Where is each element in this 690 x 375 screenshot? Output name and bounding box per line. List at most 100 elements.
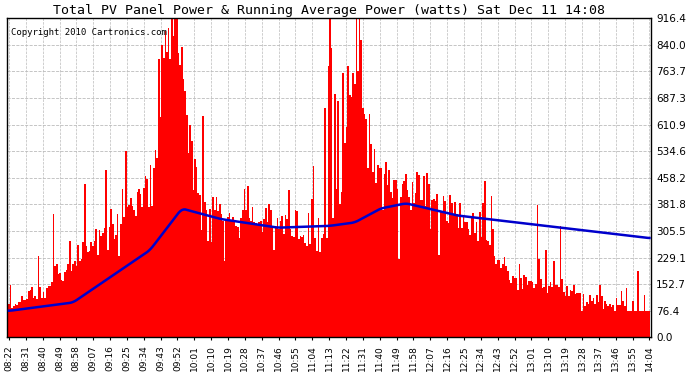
Bar <box>644 294 645 338</box>
Bar <box>148 207 150 338</box>
Bar <box>172 36 175 338</box>
Bar <box>266 222 268 338</box>
Bar <box>141 207 143 338</box>
Bar <box>286 219 288 338</box>
Bar <box>140 194 141 338</box>
Bar <box>33 298 34 338</box>
Bar <box>179 65 181 338</box>
Bar <box>423 176 425 338</box>
Bar <box>642 311 644 338</box>
Bar <box>513 278 515 338</box>
Bar <box>632 301 634 338</box>
Bar <box>482 203 484 338</box>
Bar <box>620 291 622 338</box>
Bar <box>306 246 308 338</box>
Bar <box>353 72 354 338</box>
Bar <box>397 189 398 338</box>
Bar <box>291 236 293 338</box>
Bar <box>79 261 81 338</box>
Bar <box>415 193 417 338</box>
Bar <box>500 268 502 338</box>
Bar <box>581 311 583 338</box>
Bar <box>77 245 79 338</box>
Bar <box>371 144 372 338</box>
Bar <box>151 206 153 338</box>
Bar <box>553 261 555 338</box>
Bar <box>368 114 371 338</box>
Bar <box>87 252 89 338</box>
Bar <box>494 256 495 338</box>
Bar <box>486 240 487 338</box>
Bar <box>566 286 568 338</box>
Bar <box>451 203 453 338</box>
Bar <box>375 183 377 338</box>
Bar <box>502 264 504 338</box>
Bar <box>474 233 475 338</box>
Bar <box>317 217 319 338</box>
Bar <box>159 117 161 338</box>
Bar <box>372 172 374 338</box>
Bar <box>202 116 204 338</box>
Bar <box>532 282 533 338</box>
Bar <box>469 235 471 338</box>
Bar <box>323 234 324 338</box>
Bar <box>57 274 59 338</box>
Bar <box>634 311 635 338</box>
Bar <box>615 298 618 338</box>
Bar <box>125 151 127 338</box>
Bar <box>588 304 589 338</box>
Bar <box>137 192 138 338</box>
Bar <box>563 292 564 338</box>
Bar <box>30 291 31 338</box>
Bar <box>145 176 146 338</box>
Bar <box>49 286 51 338</box>
Bar <box>69 241 70 338</box>
Bar <box>239 238 240 338</box>
Bar <box>72 264 74 338</box>
Bar <box>188 153 189 338</box>
Bar <box>649 311 650 338</box>
Bar <box>102 233 103 338</box>
Bar <box>435 201 436 338</box>
Bar <box>273 250 275 338</box>
Bar <box>262 232 264 338</box>
Bar <box>199 195 201 338</box>
Bar <box>215 197 217 338</box>
Bar <box>326 238 328 338</box>
Bar <box>596 295 598 338</box>
Bar <box>275 228 277 338</box>
Bar <box>640 311 642 338</box>
Bar <box>624 306 626 338</box>
Bar <box>618 305 619 338</box>
Bar <box>491 196 492 338</box>
Bar <box>278 230 280 338</box>
Bar <box>578 293 580 338</box>
Bar <box>298 239 299 338</box>
Bar <box>158 59 159 338</box>
Bar <box>594 304 596 338</box>
Bar <box>68 264 69 338</box>
Bar <box>507 270 509 338</box>
Bar <box>248 218 250 338</box>
Bar <box>398 258 400 338</box>
Bar <box>41 298 43 338</box>
Bar <box>186 115 188 338</box>
Bar <box>453 214 454 338</box>
Bar <box>138 189 140 338</box>
Bar <box>304 243 306 338</box>
Bar <box>454 202 456 338</box>
Bar <box>385 162 387 338</box>
Bar <box>626 288 627 338</box>
Bar <box>106 170 107 338</box>
Bar <box>639 311 640 338</box>
Bar <box>601 296 602 338</box>
Bar <box>555 285 556 338</box>
Bar <box>130 198 132 338</box>
Bar <box>283 234 285 338</box>
Bar <box>431 200 433 338</box>
Bar <box>337 100 339 338</box>
Bar <box>593 298 594 338</box>
Bar <box>341 192 342 338</box>
Bar <box>471 216 473 338</box>
Bar <box>316 251 317 338</box>
